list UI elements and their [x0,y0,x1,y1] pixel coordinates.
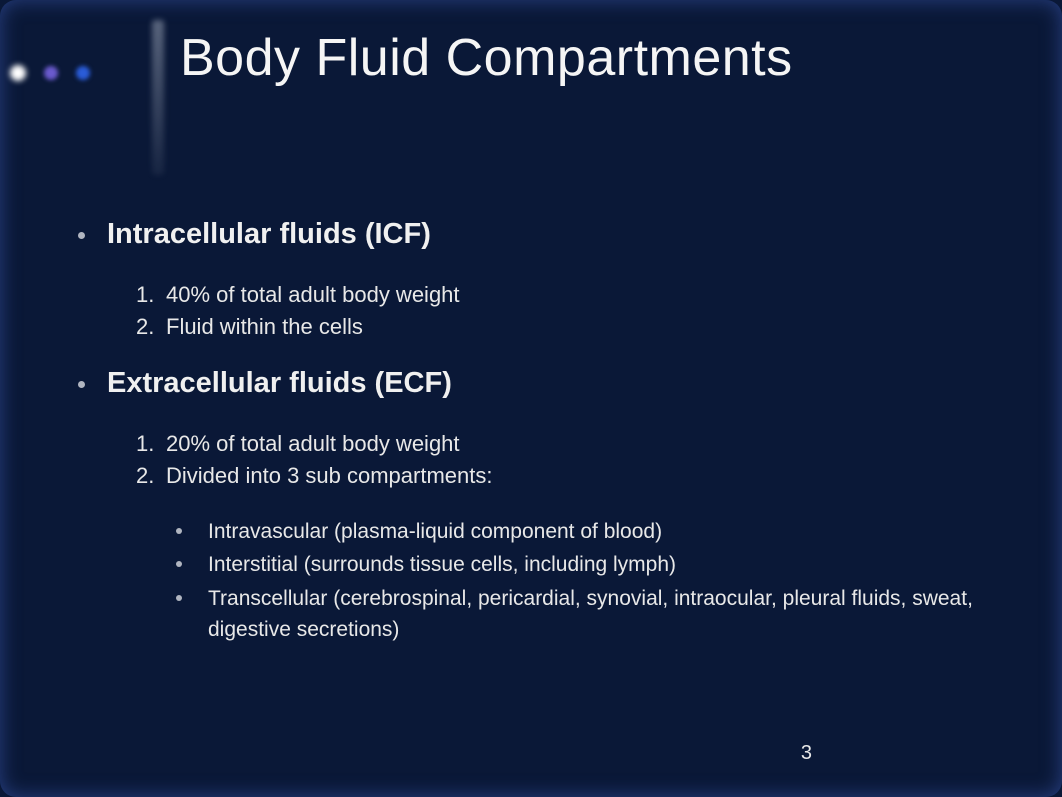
list-item-text: Intravascular (plasma-liquid component o… [208,516,1012,548]
list-item-text: Interstitial (surrounds tissue cells, in… [208,549,1012,581]
presentation-slide: Body Fluid Compartments Intracellular fl… [0,0,1062,797]
decorative-dots [10,65,90,81]
slide-content: Intracellular fluids (ICF) 40% of total … [78,218,1012,648]
list-item: Fluid within the cells [136,311,1012,343]
bullet-icon [78,381,85,388]
list-item-text: Transcellular (cerebrospinal, pericardia… [208,583,1012,646]
list-item-text: 20% of total adult body weight [166,428,460,460]
list-item: Divided into 3 sub compartments: [136,460,1012,492]
page-number: 3 [801,742,812,765]
section-heading-ecf: Extracellular fluids (ECF) [107,367,452,400]
list-item-text: Divided into 3 sub compartments: [166,460,493,492]
list-item-text: Fluid within the cells [166,311,363,343]
numbered-list-icf: 40% of total adult body weight Fluid wit… [136,279,1012,343]
bullet-icon [176,561,182,567]
bullet-icon [176,528,182,534]
bullet-icon [78,232,85,239]
slide-title: Body Fluid Compartments [180,28,793,88]
list-item-text: 40% of total adult body weight [166,279,460,311]
list-item: Transcellular (cerebrospinal, pericardia… [176,583,1012,646]
bullet-item: Intracellular fluids (ICF) [78,218,1012,251]
dot-blue-icon [76,66,90,80]
bullet-icon [176,595,182,601]
list-item: 20% of total adult body weight [136,428,1012,460]
sub-bullet-list: Intravascular (plasma-liquid component o… [176,516,1012,646]
list-item: Interstitial (surrounds tissue cells, in… [176,549,1012,581]
numbered-list-ecf: 20% of total adult body weight Divided i… [136,428,1012,492]
vertical-bar-icon [152,20,164,175]
dot-purple-icon [44,66,58,80]
list-item: 40% of total adult body weight [136,279,1012,311]
section-heading-icf: Intracellular fluids (ICF) [107,218,431,251]
bullet-item: Extracellular fluids (ECF) [78,367,1012,400]
list-item: Intravascular (plasma-liquid component o… [176,516,1012,548]
dot-white-icon [10,65,26,81]
